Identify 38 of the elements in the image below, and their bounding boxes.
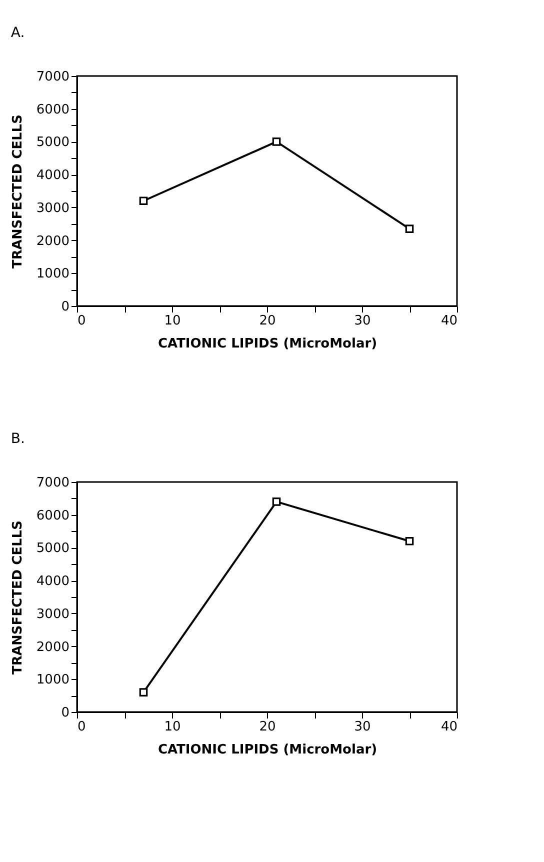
y-tick-label: 7000 xyxy=(36,476,70,490)
y-tick-label: 1000 xyxy=(36,266,70,282)
y-axis-title: TRANSFECTED CELLS xyxy=(10,114,26,268)
point xyxy=(405,536,414,546)
x-axis-title: CATIONIC LIPIDS (MicroMolar) xyxy=(158,336,378,352)
x-tick-label: 30 xyxy=(354,720,371,734)
y-tick-label: 2000 xyxy=(36,640,70,655)
x-tick-label: 10 xyxy=(164,314,181,328)
x-tick-label: 30 xyxy=(354,314,371,328)
y-tick-label: 0 xyxy=(61,706,70,720)
y-tick-label: 6000 xyxy=(36,102,70,118)
point xyxy=(139,688,148,696)
point xyxy=(272,498,281,506)
y-tick-label: 2000 xyxy=(36,234,70,249)
x-tick-label: 10 xyxy=(164,720,181,734)
chart-title: A. xyxy=(10,25,25,41)
y-tick-label: 4000 xyxy=(36,168,70,184)
y-tick-label: 6000 xyxy=(36,508,70,524)
y-tick-label: 0 xyxy=(61,300,70,314)
y-tick-label: 5000 xyxy=(36,541,70,556)
x-tick-label: 40 xyxy=(440,720,458,734)
y-tick-label: 1000 xyxy=(36,672,70,688)
y-tick-label: 4000 xyxy=(36,574,70,590)
x-tick-label: 20 xyxy=(259,314,276,328)
x-axis-title: CATIONIC LIPIDS (MicroMolar) xyxy=(158,742,378,758)
y-tick-label: 3000 xyxy=(36,200,70,216)
x-tick-label: 0 xyxy=(78,720,86,734)
x-tick-label: 20 xyxy=(259,720,276,734)
x-tick-label: 40 xyxy=(440,314,458,328)
y-tick-label: 3000 xyxy=(36,606,70,622)
point xyxy=(272,138,281,146)
y-tick-label: 7000 xyxy=(36,70,70,84)
point xyxy=(405,224,414,233)
y-axis-title: TRANSFECTED CELLS xyxy=(10,520,26,674)
chart-title: B. xyxy=(10,431,25,447)
y-tick-label: 5000 xyxy=(36,135,70,150)
point xyxy=(139,196,148,206)
x-tick-label: 0 xyxy=(78,314,86,328)
